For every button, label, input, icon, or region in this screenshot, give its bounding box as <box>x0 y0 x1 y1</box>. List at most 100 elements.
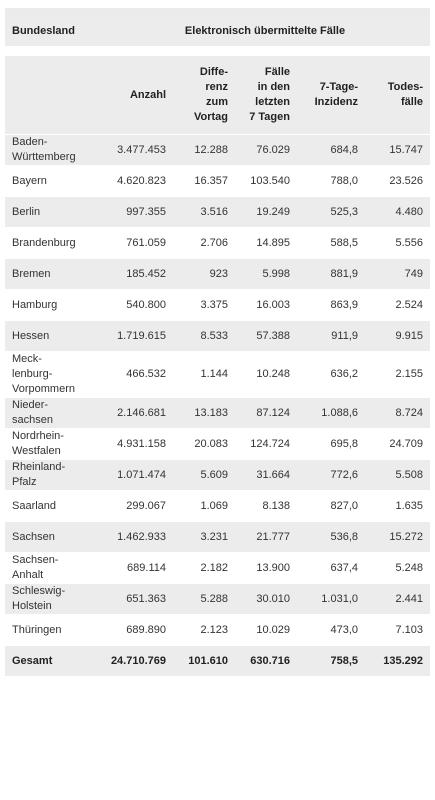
value-cell: 1.462.933 <box>100 521 173 553</box>
state-cell: Rheinland- Pfalz <box>5 459 100 491</box>
value-cell: 8.138 <box>235 490 297 522</box>
state-row: Sachsen- Anhalt 689.114 2.182 13.900 637,4 5.2… <box>5 552 431 584</box>
column-header-line: renz <box>205 81 228 93</box>
state-cell: Hessen <box>5 320 100 352</box>
value-cell: 863,9 <box>297 289 365 321</box>
value-cell: 8.724 <box>365 397 431 429</box>
state-name-line: Nieder- <box>12 399 49 411</box>
value-cell: 15.747 <box>365 134 431 166</box>
value-cell: 4.480 <box>365 196 431 228</box>
value-cell: 911,9 <box>297 320 365 352</box>
value-cell: 1.031,0 <box>297 583 365 615</box>
state-name-line: Vorpommern <box>12 383 75 395</box>
state-cell: Sachsen- Anhalt <box>5 552 100 584</box>
value-cell: 24.709 <box>365 428 431 460</box>
state-name-line: lenburg- <box>12 368 53 380</box>
value-cell: 788,0 <box>297 165 365 197</box>
state-name-line: Bayern <box>12 174 47 187</box>
total-value: 135.292 <box>365 645 431 677</box>
value-cell: 695,8 <box>297 428 365 460</box>
value-cell: 689.114 <box>100 552 173 584</box>
value-cell: 923 <box>173 258 235 290</box>
state-name-line: sachsen <box>12 414 53 426</box>
value-cell: 3.516 <box>173 196 235 228</box>
total-value: 24.710.769 <box>100 645 173 677</box>
total-row: Gesamt 24.710.769 101.610 630.716 758,5 135.2… <box>5 645 431 677</box>
value-cell: 10.248 <box>235 351 297 398</box>
state-row: Sachsen 1.462.933 3.231 21.777 536,8 15.272 <box>5 521 431 553</box>
value-cell: 16.003 <box>235 289 297 321</box>
value-cell: 19.249 <box>235 196 297 228</box>
state-cell: Nieder-sachsen <box>5 397 100 429</box>
state-cell: Meck-lenburg- Vorpommern <box>5 351 100 398</box>
value-cell: 1.071.474 <box>100 459 173 491</box>
value-cell: 772,6 <box>297 459 365 491</box>
group-header: Elektronisch übermittelte Fälle <box>100 16 431 47</box>
spacer-row <box>5 46 431 56</box>
value-cell: 4.620.823 <box>100 165 173 197</box>
empty-header <box>5 55 100 135</box>
state-cell: Brandenburg <box>5 227 100 259</box>
state-name-line: Brandenburg <box>12 236 76 249</box>
value-cell: 9.915 <box>365 320 431 352</box>
state-cell: Thüringen <box>5 614 100 646</box>
column-header-line: fälle <box>401 96 424 108</box>
value-cell: 997.355 <box>100 196 173 228</box>
value-cell: 5.998 <box>235 258 297 290</box>
state-name-line: Schleswig- <box>12 585 66 597</box>
column-header-line: letzten <box>255 96 290 108</box>
state-cell: Schleswig- Holstein <box>5 583 100 615</box>
state-name-line: Bremen <box>12 267 51 280</box>
spacer <box>5 46 431 56</box>
value-cell: 7.103 <box>365 614 431 646</box>
value-cell: 1.635 <box>365 490 431 522</box>
column-header-line: Diffe- <box>199 66 228 78</box>
column-header: Todes-fälle <box>365 55 431 135</box>
value-cell: 30.010 <box>235 583 297 615</box>
state-name-line: Nordrhein- <box>12 430 64 442</box>
cases-table: Bundesland Elektronisch übermittelte Fäl… <box>5 16 431 677</box>
value-cell: 13.900 <box>235 552 297 584</box>
value-cell: 21.777 <box>235 521 297 553</box>
column-header-line: Fälle <box>264 66 290 78</box>
value-cell: 536,8 <box>297 521 365 553</box>
state-name-line: Hamburg <box>12 298 58 311</box>
value-cell: 3.477.453 <box>100 134 173 166</box>
state-name-line: Württemberg <box>12 151 76 163</box>
column-header-line: Anzahl <box>129 88 166 101</box>
state-name-line: Sachsen- <box>12 554 59 566</box>
state-row: Bayern 4.620.823 16.357 103.540 788,0 23.526 <box>5 165 431 197</box>
column-header: 7-Tage- Inzidenz <box>297 55 365 135</box>
value-cell: 76.029 <box>235 134 297 166</box>
value-cell: 827,0 <box>297 490 365 522</box>
column-header-row: Anzahl Diffe-renz zum Vortag Fälle in den letz… <box>5 55 431 135</box>
state-row: Saarland 299.067 1.069 8.138 827,0 1.635 <box>5 490 431 522</box>
state-row: Hamburg 540.800 3.375 16.003 863,9 2.524 <box>5 289 431 321</box>
value-cell: 2.441 <box>365 583 431 615</box>
value-cell: 1.088,6 <box>297 397 365 429</box>
value-cell: 4.931.158 <box>100 428 173 460</box>
column-header-line: Todes- <box>387 81 424 93</box>
value-cell: 2.182 <box>173 552 235 584</box>
state-name-line: Thüringen <box>12 623 62 636</box>
value-cell: 588,5 <box>297 227 365 259</box>
column-header-line: 7-Tage- <box>319 81 358 93</box>
total-label: Gesamt <box>5 645 100 677</box>
state-name-line: Holstein <box>12 600 52 612</box>
state-cell: Bremen <box>5 258 100 290</box>
value-cell: 16.357 <box>173 165 235 197</box>
value-cell: 5.556 <box>365 227 431 259</box>
column-header-line: zum <box>206 96 228 108</box>
state-name-line: Sachsen <box>12 530 55 543</box>
value-cell: 299.067 <box>100 490 173 522</box>
value-cell: 23.526 <box>365 165 431 197</box>
value-cell: 540.800 <box>100 289 173 321</box>
value-cell: 5.248 <box>365 552 431 584</box>
state-cell: Sachsen <box>5 521 100 553</box>
state-row: Nieder-sachsen 2.146.681 13.183 87.124 1.088… <box>5 397 431 429</box>
state-row: Brandenburg 761.059 2.706 14.895 588,5 5.556 <box>5 227 431 259</box>
value-cell: 881,9 <box>297 258 365 290</box>
table-container: Bundesland Elektronisch übermittelte Fäl… <box>5 8 431 677</box>
value-cell: 466.532 <box>100 351 173 398</box>
